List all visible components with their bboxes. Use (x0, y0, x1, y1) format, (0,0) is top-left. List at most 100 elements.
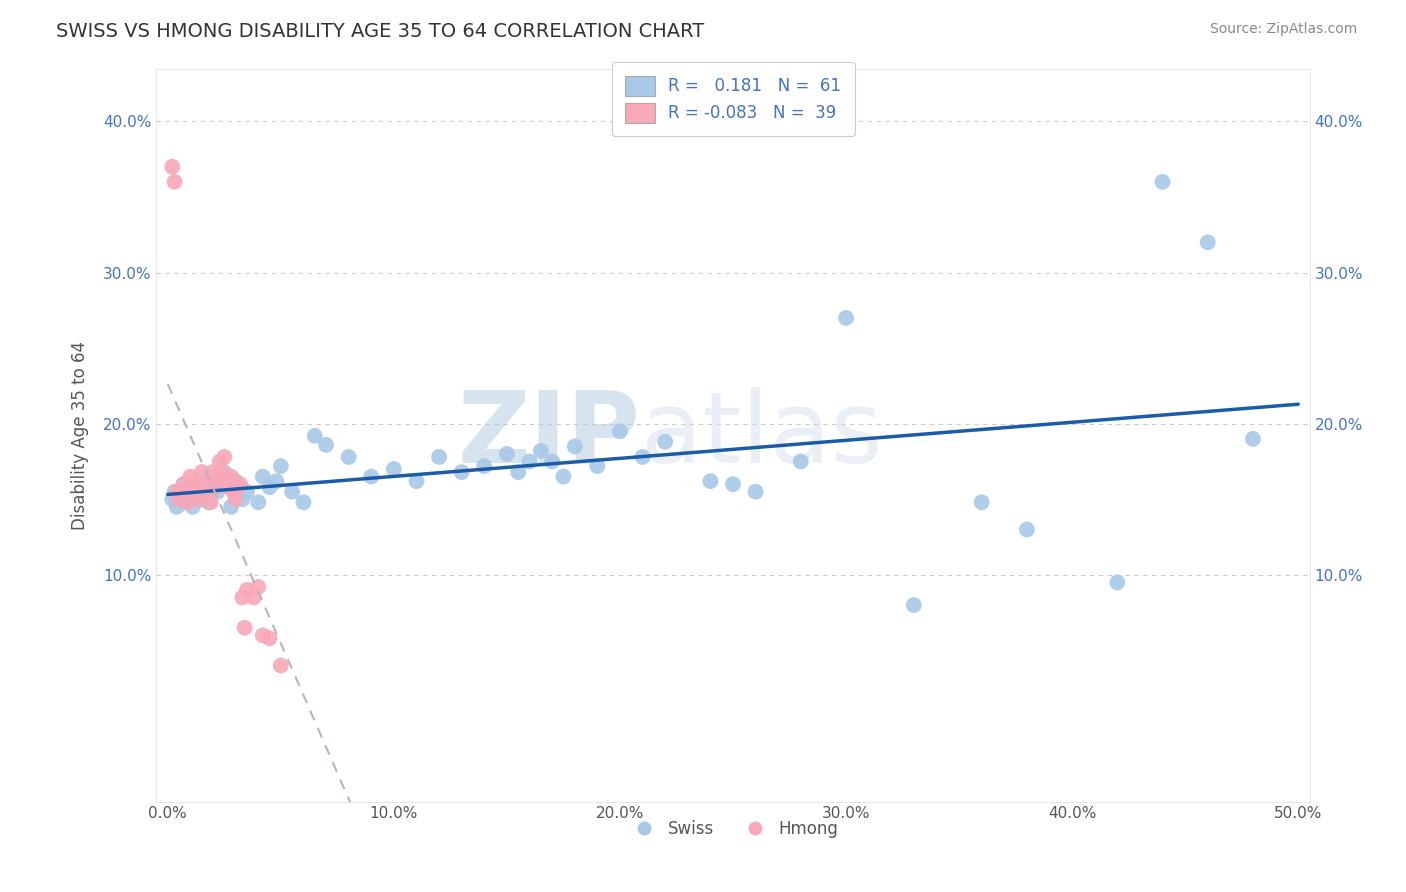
Point (184, 474, 207, 488)
Point (519, 454, 541, 468)
Point (252, 628, 274, 642)
Point (242, 591, 264, 605)
Point (970, 495, 993, 509)
Text: Source: ZipAtlas.com: Source: ZipAtlas.com (1209, 22, 1357, 37)
Point (229, 477, 252, 491)
Point (166, 484, 188, 499)
Point (219, 469, 242, 483)
Point (170, 484, 193, 499)
Point (233, 621, 256, 635)
Point (259, 480, 281, 494)
Point (337, 450, 360, 464)
Point (1152, 175, 1174, 189)
Point (252, 469, 274, 483)
Point (225, 474, 247, 488)
Point (222, 484, 245, 499)
Point (177, 495, 200, 509)
Text: SWISS VS HMONG DISABILITY AGE 35 TO 64 CORRELATION CHART: SWISS VS HMONG DISABILITY AGE 35 TO 64 C… (56, 22, 704, 41)
Point (541, 454, 564, 468)
Point (181, 500, 204, 514)
Point (226, 480, 249, 494)
Point (586, 458, 609, 473)
Point (790, 454, 813, 468)
Point (173, 477, 195, 491)
Point (1241, 432, 1264, 446)
Point (231, 492, 253, 507)
Point (208, 454, 231, 468)
Point (631, 450, 654, 464)
Point (179, 483, 201, 498)
Point (163, 175, 186, 189)
Point (609, 424, 631, 438)
Point (215, 474, 238, 488)
Point (496, 447, 519, 461)
Point (200, 495, 222, 509)
Point (1197, 235, 1219, 250)
Point (699, 474, 721, 488)
Point (193, 484, 215, 499)
Point (744, 484, 766, 499)
Point (186, 474, 208, 488)
Point (721, 477, 744, 491)
Point (231, 591, 253, 605)
Point (202, 477, 225, 491)
Point (259, 632, 281, 646)
Point (184, 480, 207, 494)
Point (281, 484, 304, 499)
Point (564, 439, 586, 453)
Point (188, 492, 211, 507)
Point (214, 450, 236, 464)
Point (186, 484, 208, 499)
Point (177, 489, 200, 503)
Point (202, 465, 225, 479)
Point (167, 492, 190, 507)
Point (193, 484, 215, 499)
Point (304, 429, 326, 443)
Point (508, 465, 530, 479)
Point (270, 658, 292, 673)
Point (179, 469, 201, 483)
Point (166, 500, 188, 514)
Point (195, 474, 218, 488)
Point (1107, 575, 1129, 590)
Point (211, 465, 233, 479)
Point (315, 438, 337, 452)
Point (270, 458, 292, 473)
Point (174, 495, 197, 509)
Point (162, 160, 184, 174)
Point (204, 480, 226, 494)
Point (236, 582, 259, 597)
Point (530, 444, 553, 458)
Y-axis label: Disability Age 35 to 64: Disability Age 35 to 64 (72, 341, 89, 530)
Point (163, 484, 186, 499)
Point (173, 477, 195, 491)
Point (835, 310, 858, 325)
Legend: Swiss, Hmong: Swiss, Hmong (621, 814, 845, 845)
Point (214, 465, 236, 479)
Text: atlas: atlas (641, 386, 883, 483)
Point (167, 484, 190, 499)
Point (292, 495, 315, 509)
Point (162, 492, 184, 507)
Point (1015, 523, 1038, 537)
Point (197, 484, 219, 499)
Point (174, 484, 197, 499)
Point (553, 469, 575, 483)
Point (219, 500, 242, 514)
Point (247, 580, 270, 594)
Point (903, 598, 925, 612)
Point (236, 484, 259, 499)
Point (360, 469, 382, 483)
Point (197, 495, 219, 509)
Point (225, 492, 247, 507)
Point (427, 450, 450, 464)
Point (190, 465, 212, 479)
Point (170, 492, 193, 507)
Point (207, 484, 229, 499)
Point (450, 465, 472, 479)
Point (247, 495, 270, 509)
Point (181, 480, 204, 494)
Point (654, 434, 676, 449)
Point (266, 474, 288, 488)
Point (218, 480, 240, 494)
